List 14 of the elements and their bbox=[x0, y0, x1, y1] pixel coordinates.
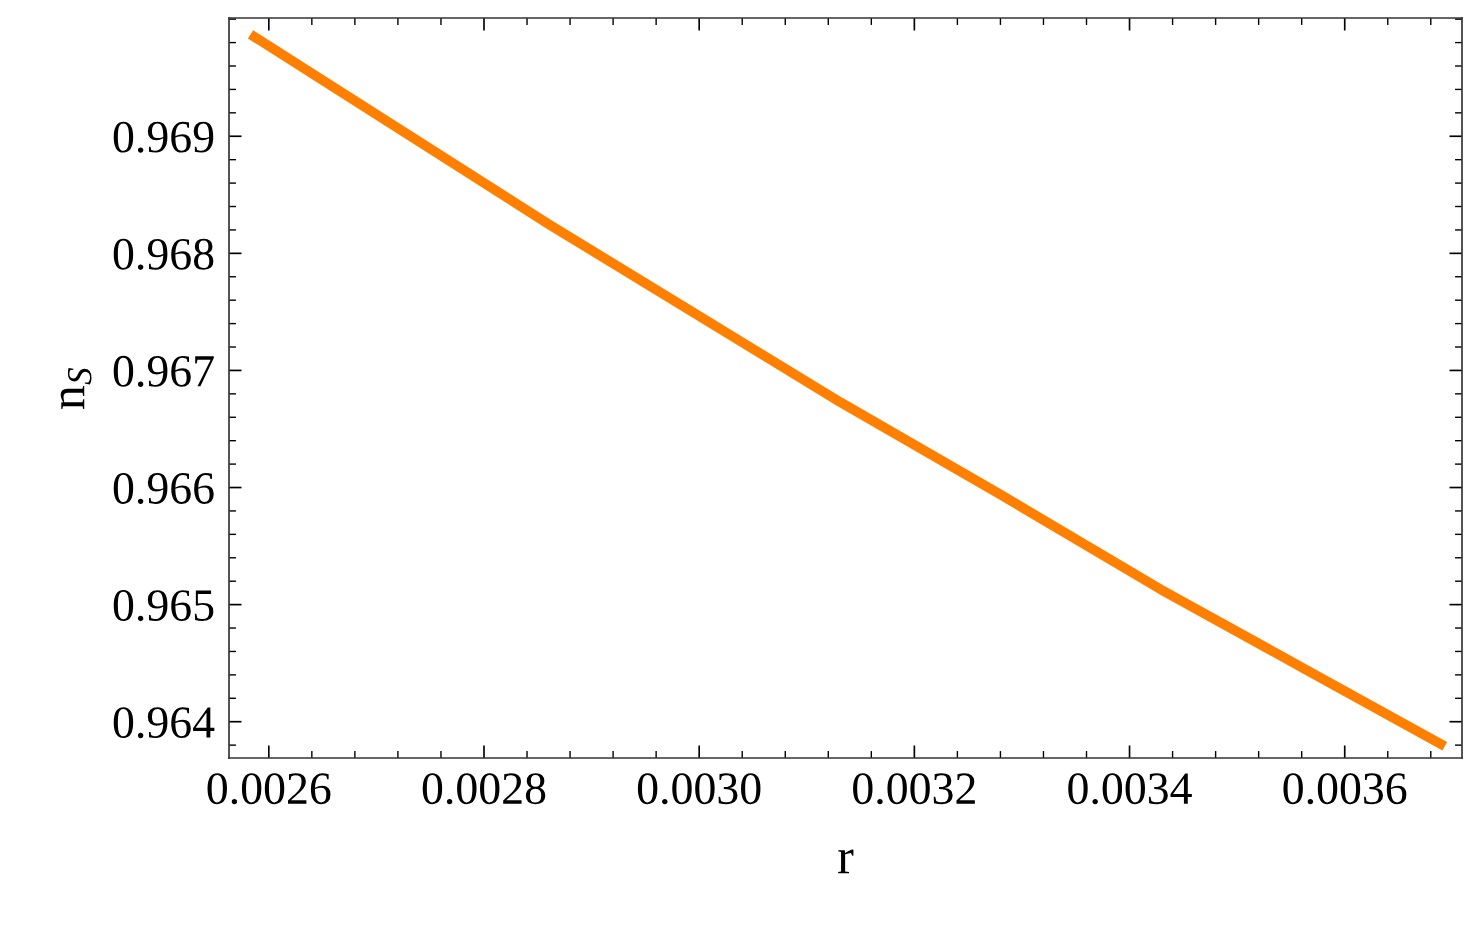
x-tick-label: 0.0028 bbox=[422, 773, 546, 805]
x-tick-label: 0.0026 bbox=[207, 773, 331, 805]
y-tick-label: 0.967 bbox=[113, 355, 214, 387]
x-tick-label: 0.0030 bbox=[637, 773, 761, 805]
x-tick-label: 0.0032 bbox=[853, 773, 975, 805]
y-tick-label: 0.969 bbox=[113, 121, 214, 153]
y-tick-label: 0.966 bbox=[113, 472, 214, 505]
y-axis-title: n$_{S}$ bbox=[60, 367, 92, 410]
x-tick-label: 0.0034 bbox=[1068, 773, 1192, 805]
y-tick-label: 0.964 bbox=[113, 707, 215, 739]
x-axis-title: r bbox=[838, 849, 854, 874]
y-tick-label: 0.965 bbox=[113, 590, 214, 622]
x-tick-label: 0.0036 bbox=[1283, 773, 1407, 805]
y-tick-label: 0.968 bbox=[113, 238, 214, 270]
